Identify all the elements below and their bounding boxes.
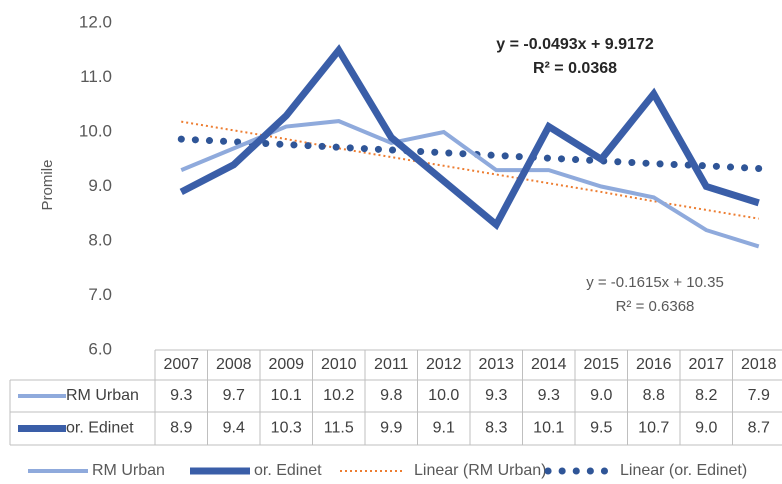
table-value: 9.4 <box>223 420 245 437</box>
y-tick-label: 6.0 <box>88 339 112 358</box>
table-value: 10.1 <box>533 420 564 437</box>
table-value: 9.5 <box>590 420 612 437</box>
table-value: 10.2 <box>323 387 354 404</box>
category-label: 2009 <box>268 356 304 373</box>
series-line <box>180 119 760 249</box>
table-value: 7.9 <box>748 387 770 404</box>
table-value: 10.3 <box>271 420 302 437</box>
table-value: 10.7 <box>638 420 669 437</box>
category-label: 2008 <box>216 356 252 373</box>
table-value: 9.0 <box>695 420 717 437</box>
y-tick-label: 10.0 <box>79 121 112 140</box>
y-axis-label: Promile <box>39 160 56 211</box>
series-line <box>177 135 763 173</box>
table-value: 9.1 <box>433 420 455 437</box>
y-tick-label: 8.0 <box>88 230 112 249</box>
y-tick-label: 12.0 <box>79 12 112 31</box>
table-value: 9.9 <box>380 420 402 437</box>
category-label: 2015 <box>583 356 619 373</box>
table-value: 8.2 <box>695 387 717 404</box>
table-value: 9.0 <box>590 387 612 404</box>
category-label: 2010 <box>321 356 357 373</box>
legend-label: or. Edinet <box>254 462 322 479</box>
category-label: 2007 <box>163 356 199 373</box>
table-value: 9.7 <box>223 387 245 404</box>
table-value: 9.3 <box>485 387 507 404</box>
table-value: 10.1 <box>271 387 302 404</box>
table-value: 9.8 <box>380 387 402 404</box>
trend-equation: y = -0.1615x + 10.35 <box>586 274 724 291</box>
category-label: 2016 <box>636 356 672 373</box>
table-value: 9.3 <box>170 387 192 404</box>
legend-label: RM Urban <box>92 462 165 479</box>
row-label: RM Urban <box>66 387 139 404</box>
table-value: 8.9 <box>170 420 192 437</box>
category-label: 2012 <box>426 356 462 373</box>
category-label: 2017 <box>688 356 724 373</box>
category-label: 2011 <box>374 356 409 373</box>
legend-label: Linear (or. Edinet) <box>620 462 747 479</box>
y-tick-label: 11.0 <box>80 67 112 86</box>
category-label: 2014 <box>531 356 567 373</box>
table-value: 8.7 <box>748 420 770 437</box>
row-label: or. Edinet <box>66 420 134 437</box>
trend-equation: R² = 0.0368 <box>533 60 617 77</box>
table-value: 8.8 <box>643 387 665 404</box>
table-value: 9.3 <box>538 387 560 404</box>
legend-label: Linear (RM Urban) <box>414 462 546 479</box>
category-label: 2013 <box>478 356 514 373</box>
category-label: 2018 <box>741 356 777 373</box>
y-tick-label: 9.0 <box>88 176 112 195</box>
table-value: 10.0 <box>428 387 459 404</box>
y-tick-label: 7.0 <box>88 285 112 304</box>
table-value: 11.5 <box>324 420 354 437</box>
series-line <box>179 44 760 231</box>
trend-equation: R² = 0.6368 <box>616 298 695 315</box>
table-value: 8.3 <box>485 420 507 437</box>
trend-equation: y = -0.0493x + 9.9172 <box>496 36 654 53</box>
